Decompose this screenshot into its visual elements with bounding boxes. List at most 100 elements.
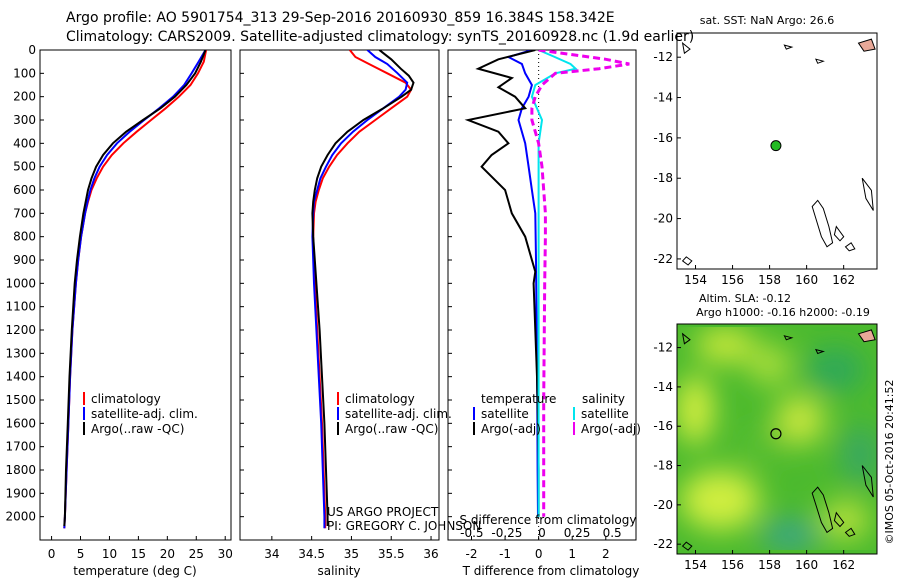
legend-group-salinity: salinity	[582, 392, 625, 406]
map-x-tick-label: 162	[832, 273, 855, 287]
map-x-tick-label: 162	[832, 558, 855, 572]
map-x-tick-label: 156	[721, 273, 744, 287]
x-tick-label: 1	[568, 547, 576, 561]
sst-map-title: sat. SST: NaN Argo: 26.6	[700, 14, 834, 27]
x-tick-label: 0	[48, 547, 56, 561]
sdiff-xlabel: S difference from climatology	[460, 513, 637, 527]
coastline	[681, 329, 876, 551]
series-line-argo-adj-	[530, 50, 630, 517]
map-y-tick-label: -18	[653, 459, 673, 473]
x-tick-label: 5	[77, 547, 85, 561]
x-tick-label: 20	[160, 547, 175, 561]
project-credit: US ARGO PROJECT	[327, 505, 439, 519]
x-tick-label: -1	[499, 547, 511, 561]
legend-label-s-satellite: satellite	[581, 407, 629, 421]
map-y-tick-label: -18	[653, 171, 673, 185]
map-x-tick-label: 154	[684, 558, 707, 572]
island-outline	[681, 541, 693, 551]
y-tick-label: 100	[13, 66, 36, 80]
temperature-axes	[39, 49, 232, 541]
difference-legend: temperature salinity satellite Argo(-adj…	[473, 392, 641, 436]
legend-group-temperature: temperature	[481, 392, 556, 406]
x-tick-label: 35	[344, 547, 359, 561]
land-fill	[857, 329, 876, 343]
salinity-series	[311, 50, 415, 529]
salinity-axes	[239, 49, 440, 541]
x-tick-label: 34	[264, 547, 279, 561]
island-outline	[833, 225, 845, 242]
float-position-marker	[770, 140, 782, 152]
y-tick-label: 1500	[5, 393, 36, 407]
x-tick-label: 15	[131, 547, 146, 561]
y-tick-label: 2000	[5, 510, 36, 524]
x-tick-label: -2	[466, 547, 478, 561]
x-tick-label: 35.5	[378, 547, 405, 561]
map-y-tick-label: -14	[653, 91, 673, 105]
island-outline	[783, 44, 794, 50]
x-tick-label: 30	[218, 547, 233, 561]
sla-map-title: Altim. SLA: -0.12	[699, 292, 791, 305]
map-x-tick-label: 154	[684, 273, 707, 287]
legend-label-t-satellite: satellite	[481, 407, 529, 421]
s-diff-tick-label: 0.25	[564, 526, 591, 540]
legend-label-climatology: climatology	[345, 392, 415, 406]
y-tick-label: 900	[13, 253, 36, 267]
island-outline	[861, 177, 874, 211]
sst-map-axes	[676, 32, 878, 270]
y-tick-label: 700	[13, 206, 36, 220]
x-tick-label: 0	[535, 547, 543, 561]
y-tick-label: 1400	[5, 370, 36, 384]
y-tick-label: 1300	[5, 346, 36, 360]
temperature-xlabel: temperature (deg C)	[73, 564, 196, 578]
difference-series	[464, 50, 630, 517]
x-tick-label: 2	[602, 547, 610, 561]
map-y-tick-label: -12	[653, 341, 673, 355]
y-tick-label: 1200	[5, 323, 36, 337]
y-tick-label: 400	[13, 136, 36, 150]
sla-field	[677, 327, 877, 550]
x-tick-label: 36	[423, 547, 438, 561]
island-outline	[844, 527, 856, 537]
map-y-tick-label: -22	[653, 252, 673, 266]
series-line-climatology	[63, 50, 208, 529]
island-outline	[815, 348, 826, 355]
y-tick-label: 1100	[5, 300, 36, 314]
map-x-tick-label: 158	[758, 273, 781, 287]
figure-title: Argo profile: AO 5901754_313 29-Sep-2016…	[66, 10, 615, 26]
sla-map-subtitle: Argo h1000: -0.16 h2000: -0.19	[696, 306, 870, 319]
y-tick-label: 1800	[5, 463, 36, 477]
legend-label-satellite: satellite-adj. clim.	[91, 407, 198, 421]
y-tick-label: 1000	[5, 276, 36, 290]
sla-map	[677, 324, 877, 554]
island-outline	[681, 332, 691, 345]
island-outline	[811, 199, 834, 248]
float-position-marker	[770, 428, 782, 440]
tdiff-xlabel: T difference from climatology	[462, 564, 640, 578]
island-outline	[861, 465, 874, 498]
legend-label-argo: Argo(..raw -QC)	[345, 422, 438, 436]
salinity-legend: climatology satellite-adj. clim. Argo(..…	[337, 392, 452, 436]
figure-subtitle: Climatology: CARS2009. Satellite-adjuste…	[66, 29, 695, 45]
land-fill	[857, 38, 876, 52]
series-line-argo-raw-qc-	[63, 50, 207, 527]
island-outline	[681, 41, 691, 55]
series-line-argo-raw-qc-	[311, 50, 415, 526]
island-outline	[844, 242, 856, 252]
legend-label-satellite: satellite-adj. clim.	[345, 407, 452, 421]
s-diff-tick-label: -0.25	[491, 526, 522, 540]
y-tick-label: 1600	[5, 416, 36, 430]
salinity-xlabel: salinity	[317, 564, 360, 578]
series-line-satellite-adj-clim-	[63, 50, 207, 529]
x-tick-label: 25	[189, 547, 204, 561]
x-tick-label: 10	[102, 547, 117, 561]
series-line-satellite-adj-clim-	[311, 50, 409, 529]
island-outline	[811, 486, 834, 534]
legend-label-s-argo: Argo(-adj)	[581, 422, 641, 436]
y-tick-label: 1700	[5, 440, 36, 454]
y-tick-label: 1900	[5, 486, 36, 500]
y-tick-label: 500	[13, 160, 36, 174]
map-y-tick-label: -20	[653, 212, 673, 226]
temperature-series	[63, 50, 208, 529]
y-tick-label: 600	[13, 183, 36, 197]
